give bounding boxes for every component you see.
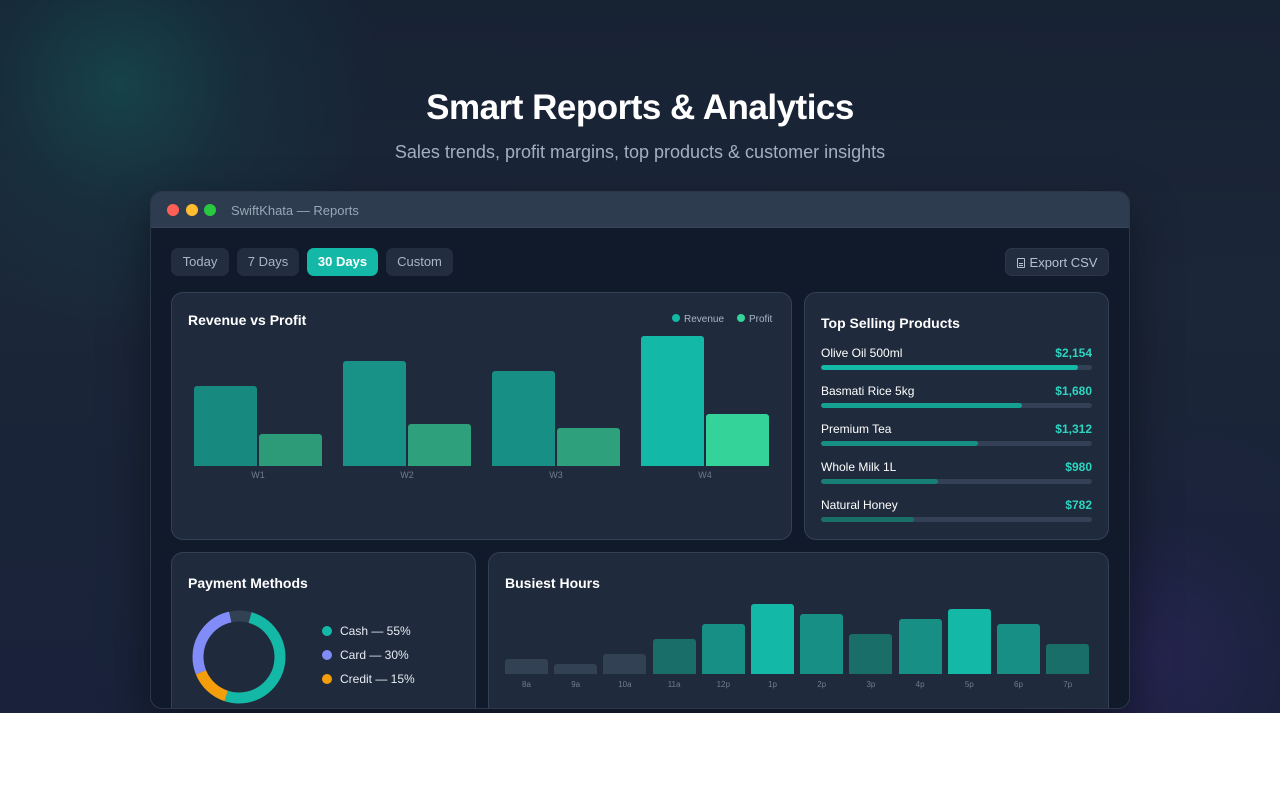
hour-tick-label: 6p bbox=[1014, 680, 1023, 689]
export-csv-button[interactable]: Export CSV bbox=[1005, 248, 1109, 276]
product-name: Premium Tea bbox=[821, 422, 892, 436]
bar-revenue-w1 bbox=[194, 386, 257, 466]
x-tick-label: W1 bbox=[251, 470, 265, 480]
page-subheadline: Sales trends, profit margins, top produc… bbox=[394, 142, 886, 162]
payment-legend-credit: Credit — 15% bbox=[322, 672, 415, 686]
filter-custom-button[interactable]: Custom bbox=[386, 248, 453, 276]
bar-profit-w2 bbox=[408, 424, 471, 466]
revenue-swatch bbox=[672, 314, 680, 322]
close-window-dot[interactable] bbox=[167, 204, 179, 216]
hour-bar-7p bbox=[1046, 644, 1090, 674]
payment-credit-label: Credit — 15% bbox=[340, 672, 415, 686]
payment-methods-card: Payment Methods Cash — 55% Card — 30% Cr… bbox=[171, 552, 476, 708]
product-bar-fill bbox=[821, 365, 1079, 370]
hour-bar-3p bbox=[849, 634, 893, 674]
legend-revenue-label: Revenue bbox=[684, 314, 725, 325]
filter-today-button[interactable]: Today bbox=[171, 248, 229, 276]
product-value: $782 bbox=[1065, 498, 1092, 512]
card-swatch bbox=[322, 650, 332, 660]
hour-tick-label: 5p bbox=[964, 680, 974, 689]
payment-methods-title: Payment Methods bbox=[188, 575, 308, 591]
donut-slice-cash bbox=[192, 610, 286, 704]
hour-bar-9a bbox=[554, 664, 598, 674]
product-name: Whole Milk 1L bbox=[821, 460, 897, 474]
hour-bar-11a bbox=[652, 639, 696, 674]
hour-tick-label: 4p bbox=[915, 680, 925, 689]
file-icon bbox=[1016, 258, 1025, 268]
product-bar-fill bbox=[821, 403, 1022, 408]
hour-bar-10a bbox=[603, 654, 647, 674]
hour-bar-12p bbox=[701, 624, 745, 674]
donut-slice-card bbox=[192, 610, 286, 704]
hour-bar-2p bbox=[800, 614, 844, 674]
product-bar-track bbox=[821, 479, 1092, 484]
hour-bar-6p bbox=[997, 624, 1040, 674]
legend-revenue: Revenue bbox=[672, 314, 724, 325]
legend-profit-label: Profit bbox=[749, 314, 773, 325]
product-bar-fill bbox=[821, 479, 939, 484]
hour-tick-label: 8a bbox=[522, 680, 531, 689]
profit-swatch bbox=[737, 314, 745, 322]
bar-profit-w3 bbox=[557, 428, 620, 466]
bar-revenue-w4 bbox=[641, 336, 704, 466]
page-headline: Smart Reports & Analytics bbox=[426, 88, 854, 127]
bar-revenue-w3 bbox=[492, 371, 555, 466]
hour-bar-1p bbox=[751, 604, 794, 674]
bar-profit-w4 bbox=[706, 414, 769, 466]
window-titlebar: SwiftKhata — Reports bbox=[151, 192, 1129, 228]
filter-30-days-button[interactable]: 30 Days bbox=[307, 248, 378, 276]
app-window: SwiftKhata — Reports Today 7 Days 30 Day… bbox=[150, 191, 1130, 709]
payment-donut-chart bbox=[192, 610, 286, 704]
product-name: Basmati Rice 5kg bbox=[821, 384, 915, 398]
payment-legend-card: Card — 30% bbox=[322, 648, 409, 662]
bar-profit-w1 bbox=[259, 434, 322, 466]
payment-legend-cash: Cash — 55% bbox=[322, 624, 411, 638]
revenue-profit-title: Revenue vs Profit bbox=[188, 312, 307, 328]
credit-swatch bbox=[322, 674, 332, 684]
product-bar-track bbox=[821, 517, 1092, 522]
cash-swatch bbox=[322, 626, 332, 636]
hour-bar-5p bbox=[947, 609, 991, 674]
payment-cash-label: Cash — 55% bbox=[340, 624, 411, 638]
product-value: $1,312 bbox=[1055, 422, 1092, 436]
hour-tick-label: 12p bbox=[716, 680, 730, 689]
hour-tick-label: 3p bbox=[866, 680, 876, 689]
top-products-card: Top Selling Products Olive Oil 500ml $2,… bbox=[804, 292, 1109, 540]
x-tick-label: W2 bbox=[400, 470, 414, 480]
hour-tick-label: 1p bbox=[768, 680, 777, 689]
product-bar-track bbox=[821, 403, 1092, 408]
hour-tick-label: 2p bbox=[817, 680, 827, 689]
product-bar-fill bbox=[821, 517, 915, 522]
hour-bar-4p bbox=[898, 619, 942, 674]
x-tick-label: W4 bbox=[698, 470, 712, 480]
revenue-profit-card: Revenue vs Profit Revenue Profit W1 W2 W3 W… bbox=[171, 292, 792, 540]
product-value: $1,680 bbox=[1055, 384, 1092, 398]
legend-profit: Profit bbox=[737, 314, 772, 325]
hour-tick-label: 10a bbox=[618, 680, 632, 689]
product-name: Natural Honey bbox=[821, 498, 898, 512]
bar-revenue-w2 bbox=[343, 361, 406, 466]
busiest-hours-card: Busiest Hours 8a 9a 10a 11a 12p 1p 2p 3p 4p 5p 6p 7… bbox=[488, 552, 1109, 708]
product-value: $980 bbox=[1065, 460, 1092, 474]
minimize-window-dot[interactable] bbox=[186, 204, 198, 216]
product-bar-track bbox=[821, 365, 1092, 370]
hero-section: Smart Reports & Analytics Sales trends, … bbox=[0, 0, 1280, 713]
product-name: Olive Oil 500ml bbox=[821, 346, 903, 360]
product-value: $2,154 bbox=[1055, 346, 1092, 360]
filter-7-days-button[interactable]: 7 Days bbox=[237, 248, 299, 276]
window-title: SwiftKhata — Reports bbox=[231, 203, 359, 218]
hour-tick-label: 9a bbox=[571, 680, 581, 689]
busiest-hours-title: Busiest Hours bbox=[505, 575, 600, 591]
export-csv-label: Export CSV bbox=[1029, 255, 1098, 270]
hour-bar-8a bbox=[505, 659, 548, 674]
product-bar-track bbox=[821, 441, 1092, 446]
x-tick-label: W3 bbox=[549, 470, 563, 480]
payment-card-label: Card — 30% bbox=[340, 648, 409, 662]
top-products-title: Top Selling Products bbox=[821, 315, 960, 331]
product-bar-fill bbox=[821, 441, 978, 446]
hour-tick-label: 7p bbox=[1063, 680, 1073, 689]
maximize-window-dot[interactable] bbox=[204, 204, 216, 216]
hour-tick-label: 11a bbox=[667, 680, 681, 689]
